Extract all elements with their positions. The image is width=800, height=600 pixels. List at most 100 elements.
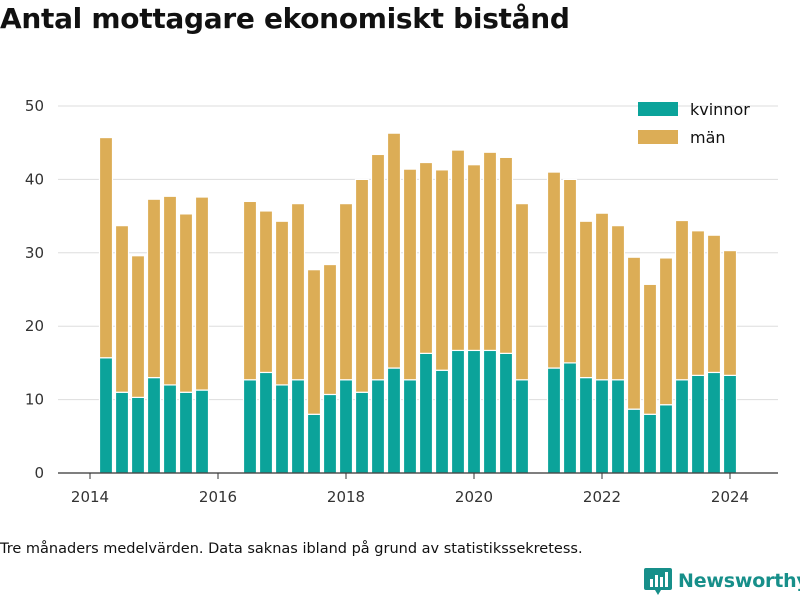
bar-man bbox=[178, 213, 194, 393]
bar-kvinnor bbox=[482, 349, 498, 474]
y-tick-label: 30 bbox=[25, 244, 44, 262]
brand-name: Newsworthy bbox=[678, 570, 800, 592]
legend[interactable]: kvinnor män bbox=[638, 100, 750, 147]
bar-man bbox=[594, 212, 610, 381]
bar-kvinnor bbox=[514, 379, 530, 474]
x-tick-label: 2018 bbox=[327, 488, 365, 506]
y-tick-label: 10 bbox=[25, 391, 44, 409]
bar-kvinnor bbox=[258, 371, 274, 474]
bar-man bbox=[418, 161, 434, 354]
y-tick-label: 40 bbox=[25, 170, 44, 188]
bar-kvinnor bbox=[434, 369, 450, 474]
bar-man bbox=[498, 156, 514, 354]
bar-kvinnor bbox=[242, 379, 258, 474]
bar-kvinnor bbox=[418, 352, 434, 474]
bar-man bbox=[626, 256, 642, 410]
bar-man bbox=[674, 219, 690, 381]
bar-man bbox=[290, 203, 306, 381]
bar-man bbox=[274, 220, 290, 386]
bar-man bbox=[466, 164, 482, 352]
bar-man bbox=[386, 132, 402, 369]
legend-swatch-man bbox=[638, 130, 678, 144]
bar-man bbox=[338, 203, 354, 381]
bar-kvinnor bbox=[498, 352, 514, 474]
bar-man bbox=[258, 210, 274, 374]
bar-man bbox=[130, 255, 146, 398]
x-tick-labels: 2014 2016 2018 2020 2022 2024 bbox=[71, 473, 749, 506]
bar-kvinnor bbox=[546, 367, 562, 474]
bar-man bbox=[370, 153, 386, 381]
bar-kvinnor bbox=[114, 391, 130, 474]
bar-kvinnor bbox=[562, 362, 578, 474]
bar-man bbox=[98, 136, 114, 359]
bar-kvinnor bbox=[450, 349, 466, 474]
legend-swatch-kvinnor bbox=[638, 102, 678, 116]
x-tick-label: 2020 bbox=[455, 488, 493, 506]
bar-kvinnor bbox=[386, 367, 402, 474]
bar-man bbox=[146, 198, 162, 379]
bar-kvinnor bbox=[658, 404, 674, 474]
bar-man bbox=[642, 283, 658, 415]
y-tick-label: 0 bbox=[34, 464, 44, 482]
x-tick-label: 2024 bbox=[711, 488, 749, 506]
bar-kvinnor bbox=[194, 389, 210, 474]
bar-kvinnor bbox=[130, 396, 146, 474]
bar-chart-logo-icon bbox=[644, 568, 672, 595]
page-title: Antal mottagare ekonomiskt bistånd bbox=[0, 2, 570, 35]
bar-kvinnor bbox=[338, 379, 354, 474]
bar-man bbox=[578, 220, 594, 379]
y-tick-labels: 0 10 20 30 40 50 bbox=[25, 97, 44, 482]
bar-man bbox=[658, 257, 674, 406]
bar-kvinnor bbox=[354, 391, 370, 474]
bar-kvinnor bbox=[578, 376, 594, 474]
y-tick-label: 50 bbox=[25, 97, 44, 115]
bar-man bbox=[722, 249, 738, 376]
bar-man bbox=[194, 196, 210, 391]
bar-man bbox=[450, 149, 466, 352]
bar-kvinnor bbox=[274, 384, 290, 474]
bar-kvinnor bbox=[370, 379, 386, 474]
bar-man bbox=[514, 203, 530, 381]
bar-man bbox=[306, 269, 322, 415]
x-tick-label: 2016 bbox=[199, 488, 237, 506]
bar-man bbox=[162, 195, 178, 386]
bar-man bbox=[610, 225, 626, 381]
bar-kvinnor bbox=[610, 379, 626, 474]
x-tick-label: 2022 bbox=[583, 488, 621, 506]
bar-man bbox=[402, 168, 418, 381]
brand-logo[interactable]: Newsworthy bbox=[644, 566, 800, 596]
y-tick-label: 20 bbox=[25, 317, 44, 335]
bar-kvinnor bbox=[594, 379, 610, 474]
bar-man bbox=[690, 230, 706, 376]
bar-man bbox=[242, 200, 258, 381]
bar-kvinnor bbox=[306, 413, 322, 474]
bar-kvinnor bbox=[722, 374, 738, 474]
bars bbox=[98, 132, 738, 474]
bar-kvinnor bbox=[162, 384, 178, 474]
bar-kvinnor bbox=[98, 357, 114, 474]
bar-man bbox=[546, 171, 562, 369]
bar-kvinnor bbox=[626, 408, 642, 474]
bar-kvinnor bbox=[178, 391, 194, 474]
bar-kvinnor bbox=[706, 371, 722, 474]
bar-man bbox=[114, 225, 130, 393]
legend-label-kvinnor: kvinnor bbox=[690, 100, 750, 119]
grid-lines bbox=[58, 105, 778, 401]
bar-kvinnor bbox=[322, 393, 338, 474]
bar-kvinnor bbox=[674, 379, 690, 474]
footnote: Tre månaders medelvärden. Data saknas ib… bbox=[0, 541, 583, 557]
bar-man bbox=[482, 151, 498, 352]
x-tick-label: 2014 bbox=[71, 488, 109, 506]
bar-man bbox=[434, 169, 450, 371]
bar-man bbox=[322, 263, 338, 396]
bar-kvinnor bbox=[290, 379, 306, 474]
bar-kvinnor bbox=[466, 349, 482, 474]
bar-man bbox=[706, 234, 722, 374]
bar-kvinnor bbox=[146, 376, 162, 474]
legend-label-man: män bbox=[690, 128, 726, 147]
bar-man bbox=[354, 178, 370, 393]
bar-kvinnor bbox=[642, 413, 658, 474]
bar-man bbox=[562, 178, 578, 364]
bar-kvinnor bbox=[690, 374, 706, 474]
